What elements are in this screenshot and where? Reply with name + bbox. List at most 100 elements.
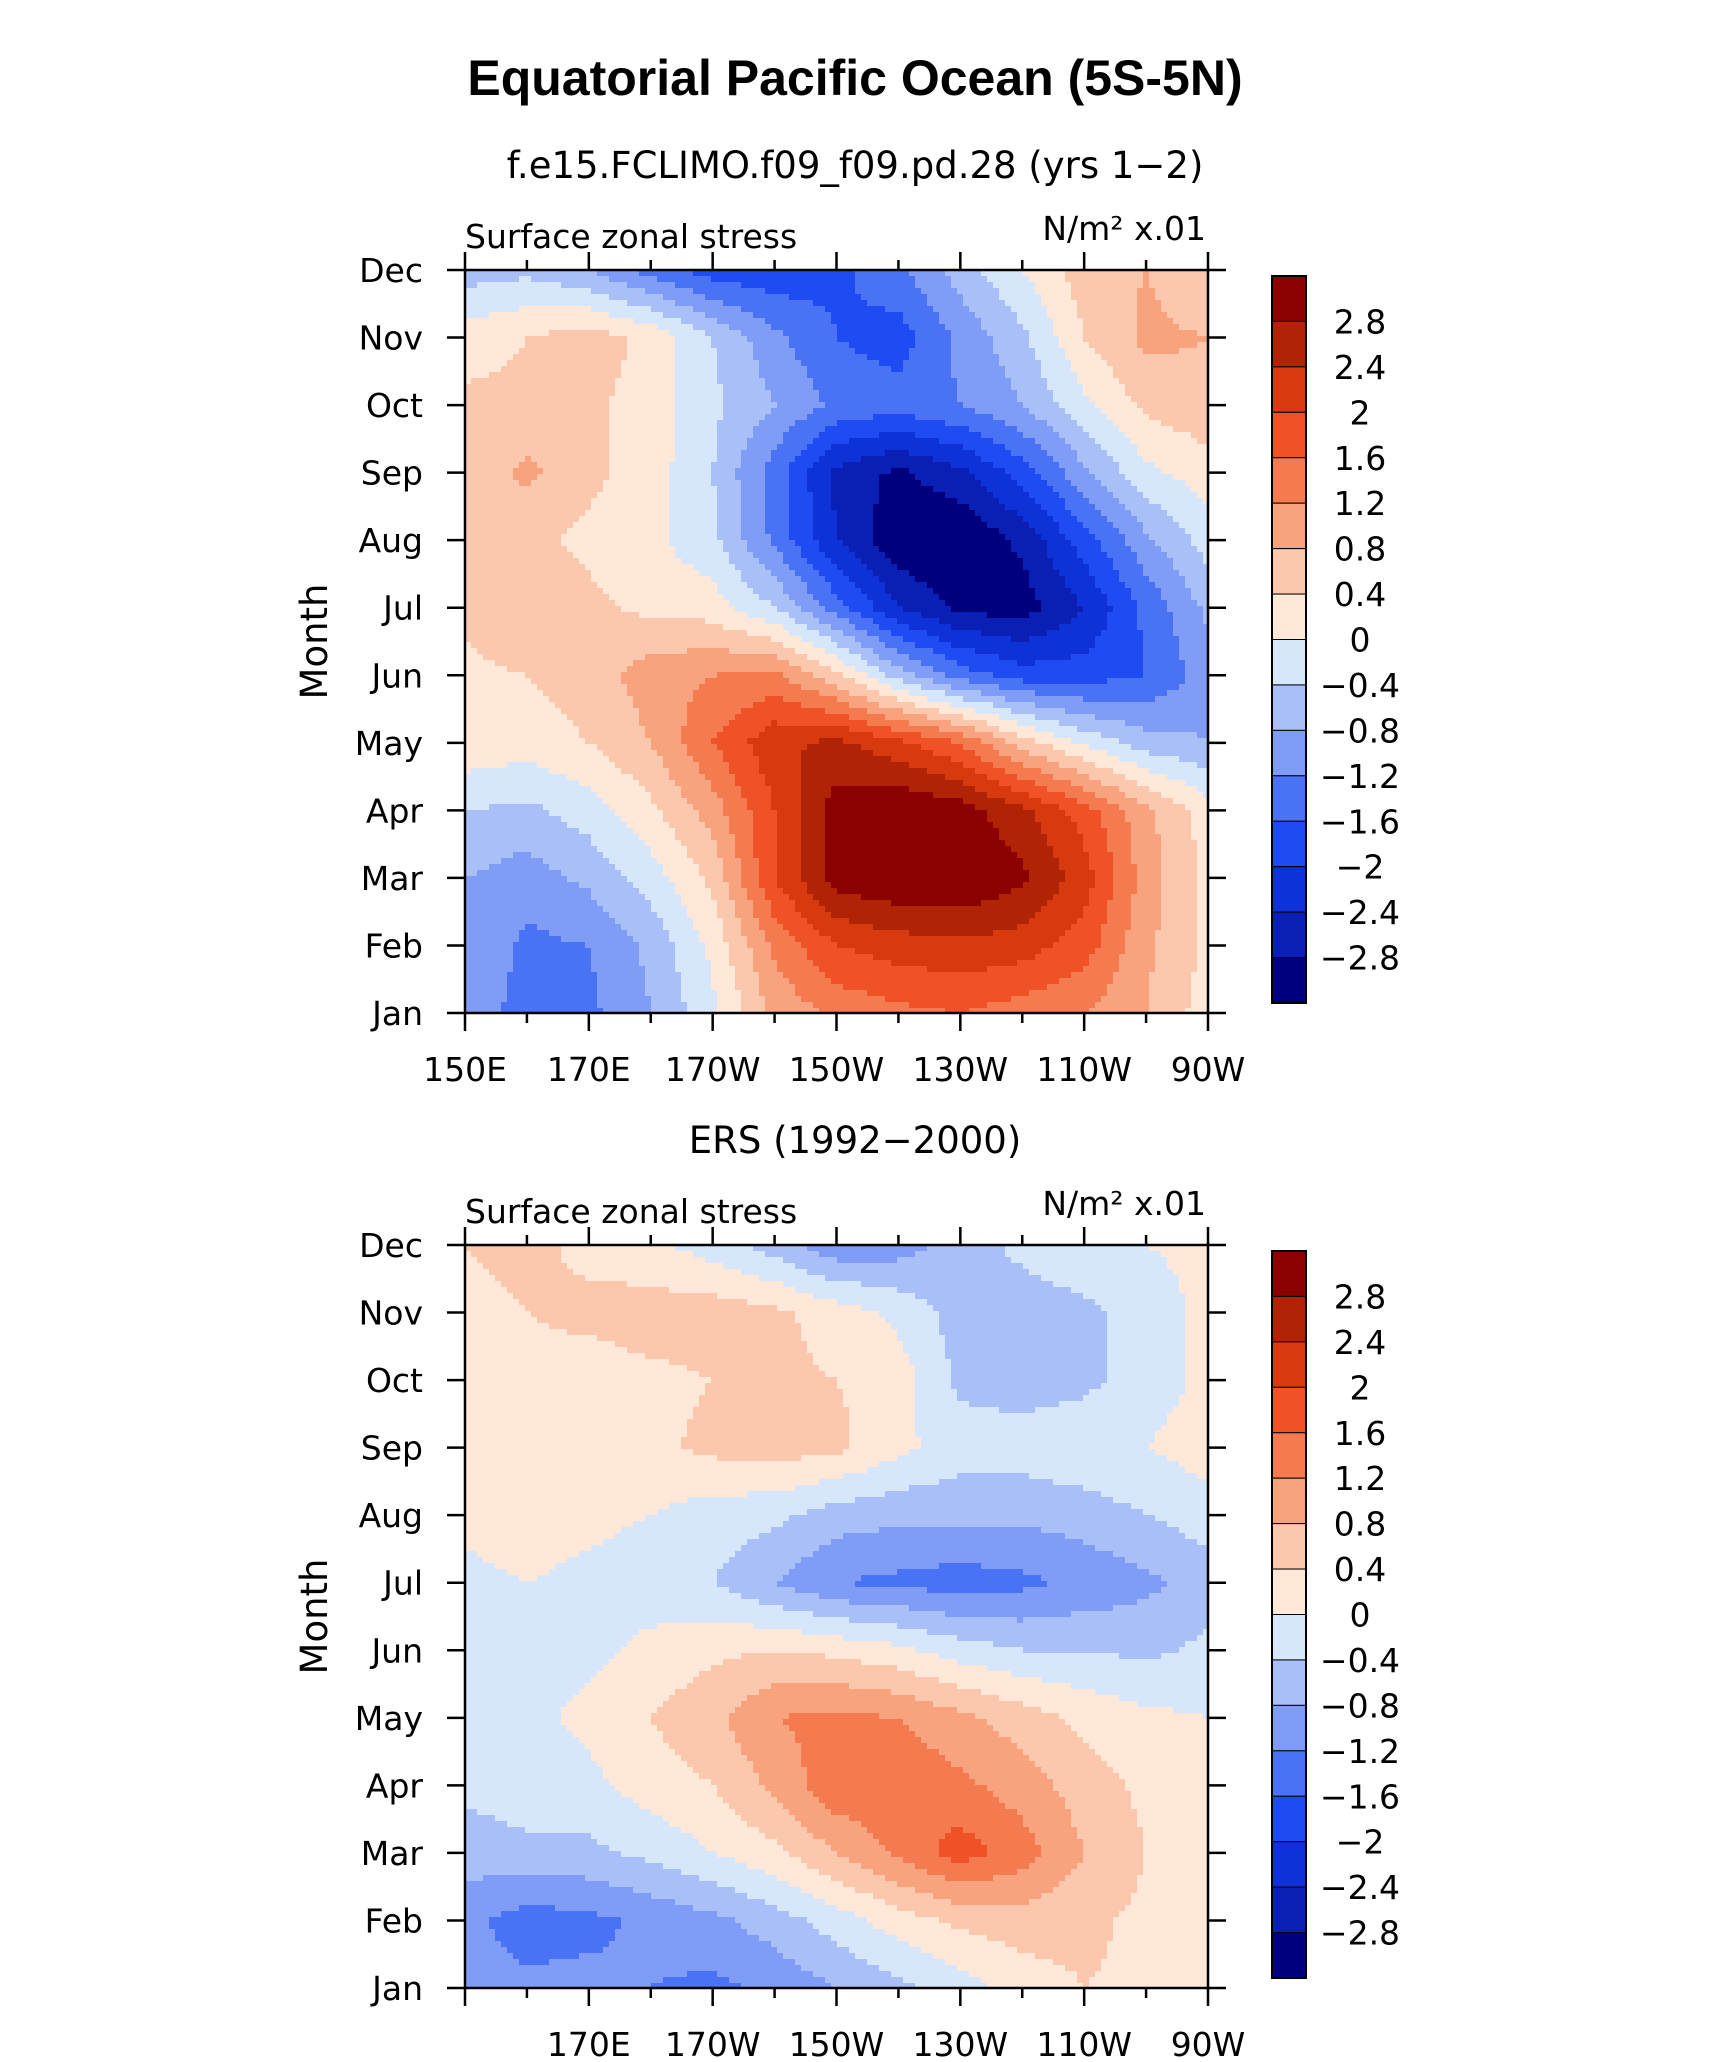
colorbar-label: −2.8: [1320, 1914, 1400, 1953]
y-tick-label: Mar: [361, 859, 424, 898]
colorbar-label: 2.4: [1334, 1323, 1386, 1362]
x-tick-label: 170E: [547, 2025, 631, 2062]
colorbar-swatch: [1272, 1251, 1306, 1296]
colorbar-label: 2.4: [1334, 348, 1386, 387]
y-axis-title: Month: [293, 1559, 336, 1675]
x-tick-label: 170W: [665, 2025, 761, 2062]
colorbar-swatch: [1272, 1296, 1306, 1341]
colorbar-label: 2: [1350, 393, 1371, 432]
x-tick-label: 90W: [1171, 1050, 1246, 1089]
variable-label: Surface zonal stress: [465, 1192, 797, 1231]
y-tick-label: Jan: [370, 1969, 423, 2008]
colorbar-swatch: [1272, 367, 1306, 412]
colorbar-label: 2: [1350, 1368, 1371, 1407]
y-tick-label: Sep: [361, 454, 423, 493]
y-tick-label: Apr: [366, 1766, 424, 1805]
colorbar-label: −1.2: [1320, 757, 1400, 796]
colorbar-label: −0.8: [1320, 711, 1400, 750]
x-tick-label: 130W: [913, 2025, 1009, 2062]
x-tick-label: 150E: [423, 1050, 507, 1089]
colorbar-label: −2.4: [1320, 893, 1400, 932]
colorbar: 2.8 2.4 2 1.6 1.2 0.8 0.4 0 −0.4 −0.8 −1.2 −1.6 −2 −2…: [1272, 1251, 1400, 1978]
x-tick-label: 90W: [1171, 2025, 1246, 2062]
variable-label: Surface zonal stress: [465, 217, 797, 256]
colorbar-swatch: [1272, 1524, 1306, 1569]
y-tick-label: Jul: [381, 589, 423, 628]
colorbar-swatch: [1272, 1796, 1306, 1841]
y-tick-label: Jan: [370, 994, 423, 1033]
colorbar-swatch: [1272, 412, 1306, 457]
y-tick-label: Dec: [359, 251, 423, 290]
colorbar-swatch: [1272, 1433, 1306, 1478]
colorbar-label: 0: [1350, 1596, 1371, 1635]
colorbar-swatch: [1272, 1615, 1306, 1660]
colorbar-swatch: [1272, 321, 1306, 366]
x-tick-label: 110W: [1036, 1050, 1132, 1089]
colorbar-label: 0.8: [1334, 530, 1386, 569]
colorbar-label: 0.4: [1334, 1550, 1386, 1589]
units-label: N/m² x.01: [1042, 1184, 1206, 1223]
colorbar-swatch: [1272, 503, 1306, 548]
colorbar-swatch: [1272, 549, 1306, 594]
colorbar-swatch: [1272, 1387, 1306, 1432]
colorbar-label: −2.4: [1320, 1868, 1400, 1907]
colorbar-label: −1.2: [1320, 1732, 1400, 1771]
panel-subtitle: f.e15.FCLIMO.f09_f09.pd.28 (yrs 1−2): [507, 144, 1204, 187]
colorbar-label: 1.6: [1334, 439, 1386, 478]
y-tick-label: Jun: [369, 656, 423, 695]
colorbar-label: −2: [1336, 1823, 1385, 1862]
colorbar-swatch: [1272, 1842, 1306, 1887]
colorbar-swatch: [1272, 1478, 1306, 1523]
contour-field: [465, 1245, 1209, 1989]
y-tick-label: May: [355, 1699, 423, 1738]
y-tick-label: Nov: [359, 1294, 423, 1333]
colorbar-swatch: [1272, 1887, 1306, 1932]
colorbar-label: −2: [1336, 848, 1385, 887]
y-axis-title: Month: [293, 584, 336, 700]
colorbar-swatch: [1272, 867, 1306, 912]
panel-2: JanFebMarAprMayJunJulAugSepOctNovDec170E…: [293, 1119, 1400, 2062]
colorbar-swatch: [1272, 912, 1306, 957]
x-tick-label: 170W: [665, 1050, 761, 1089]
colorbar-label: 2.8: [1334, 1277, 1386, 1316]
y-tick-label: Nov: [359, 319, 423, 358]
colorbar-swatch: [1272, 1705, 1306, 1750]
y-tick-label: Jun: [369, 1631, 423, 1670]
colorbar-label: 1.6: [1334, 1414, 1386, 1453]
colorbar-label: −0.4: [1320, 1641, 1400, 1680]
contour-field: [465, 270, 1209, 1014]
colorbar-swatch: [1272, 594, 1306, 639]
y-tick-label: May: [355, 724, 423, 763]
y-tick-label: Apr: [366, 791, 424, 830]
colorbar-swatch: [1272, 776, 1306, 821]
panel-1: JanFebMarAprMayJunJulAugSepOctNovDec150E…: [293, 144, 1400, 1089]
colorbar-label: −0.4: [1320, 666, 1400, 705]
colorbar-swatch: [1272, 458, 1306, 503]
colorbar-swatch: [1272, 640, 1306, 685]
colorbar-label: −0.8: [1320, 1686, 1400, 1725]
y-tick-label: Sep: [361, 1429, 423, 1468]
x-tick-label: 150W: [789, 1050, 885, 1089]
y-tick-label: Jul: [381, 1564, 423, 1603]
colorbar-swatch: [1272, 1569, 1306, 1614]
colorbar-label: −1.6: [1320, 802, 1400, 841]
y-tick-label: Mar: [361, 1834, 424, 1873]
y-tick-label: Feb: [365, 1901, 423, 1940]
colorbar-label: −1.6: [1320, 1777, 1400, 1816]
colorbar-label: 0.8: [1334, 1505, 1386, 1544]
y-tick-label: Oct: [366, 386, 423, 425]
colorbar-swatch: [1272, 1933, 1306, 1978]
x-tick-label: 130W: [913, 1050, 1009, 1089]
units-label: N/m² x.01: [1042, 209, 1206, 248]
colorbar-swatch: [1272, 1342, 1306, 1387]
x-tick-label: 150W: [789, 2025, 885, 2062]
colorbar-swatch: [1272, 1660, 1306, 1705]
y-tick-label: Oct: [366, 1361, 423, 1400]
colorbar-swatch: [1272, 276, 1306, 321]
x-tick-label: 110W: [1036, 2025, 1132, 2062]
colorbar-swatch: [1272, 685, 1306, 730]
colorbar: 2.82.421.61.20.80.40−0.4−0.8−1.2−1.6−2−2…: [1272, 276, 1400, 1003]
colorbar-label: −2.8: [1320, 939, 1400, 978]
colorbar-label: 1.2: [1334, 1459, 1386, 1498]
